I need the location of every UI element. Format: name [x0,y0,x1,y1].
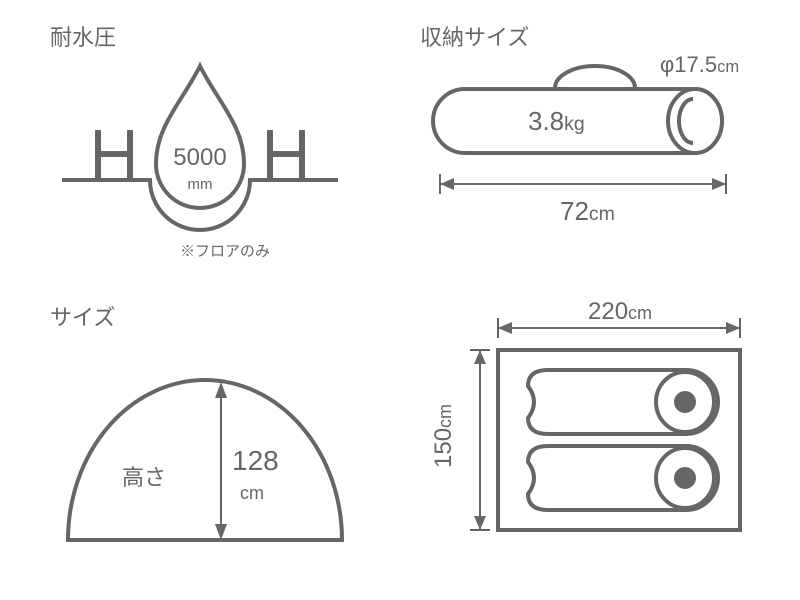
size-height-value: 128 cm [232,446,279,505]
packed-panel: 収納サイズ φ17.5cm 3.8kg 72cm [420,20,770,280]
waterproof-note: ※フロアのみ [180,240,270,261]
packed-weight-value: 3.8 [528,106,564,136]
footprint-diagram [420,300,760,570]
footprint-depth-unit: cm [435,404,455,428]
waterproof-value-number: 5000 [173,144,226,171]
packed-weight-unit: kg [564,113,585,135]
dome-icon [50,350,360,560]
packed-weight: 3.8kg [528,106,585,137]
packed-diameter-prefix: φ [660,52,674,77]
size-height-unit: cm [232,483,264,503]
waterproof-title: 耐水圧 [50,20,116,52]
packed-diameter-unit: cm [717,58,739,76]
footprint-width-value: 220 [588,298,628,325]
waterproof-panel: 耐水圧 5000 mm ※フロアのみ [50,20,380,280]
footprint-depth-value: 150 [430,428,457,468]
waterproof-value: 5000 mm [168,146,232,194]
footprint-depth: 150cm [430,404,458,468]
size-panel: サイズ 高さ 128 cm [50,300,380,580]
packed-title: 収納サイズ [420,20,529,52]
packed-length-value: 72 [560,196,589,226]
size-title: サイズ [50,300,115,332]
footprint-width-unit: cm [628,303,652,323]
packed-diameter-value: 17.5 [674,52,717,77]
waterproof-value-unit: mm [188,176,213,193]
packed-length: 72cm [560,196,615,227]
packed-diameter: φ17.5cm [660,52,739,78]
footprint-width: 220cm [588,298,652,326]
size-height-label: 高さ [122,460,166,492]
footprint-panel: 220cm 150cm [420,300,770,580]
size-height-number: 128 [232,445,279,476]
packed-length-unit: cm [589,203,615,225]
